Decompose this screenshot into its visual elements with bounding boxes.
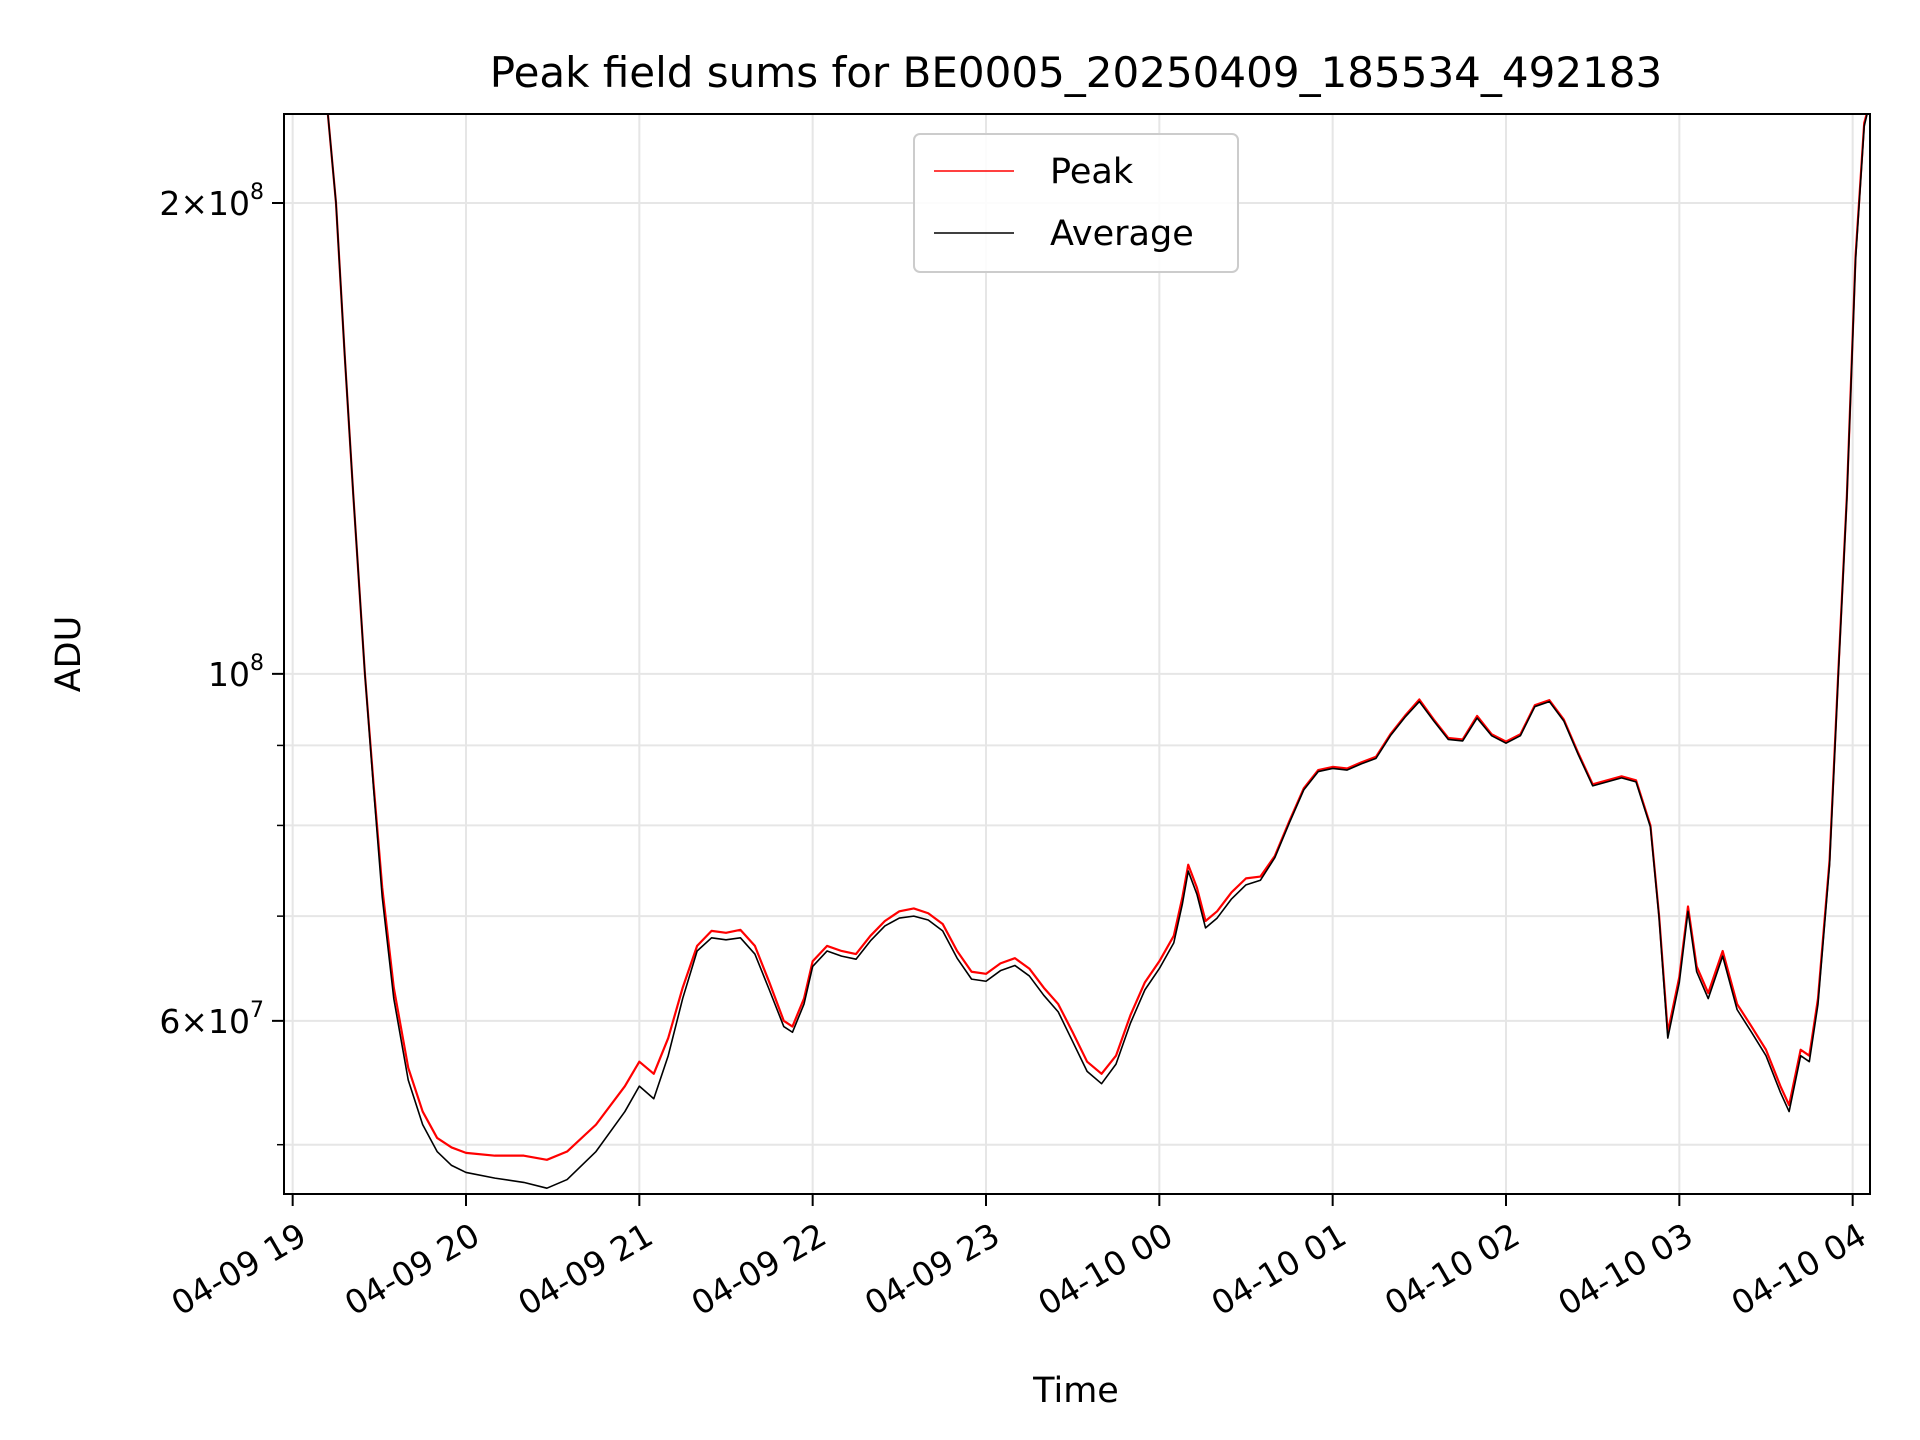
series-line-average — [327, 114, 1868, 1189]
legend-box — [913, 133, 1239, 273]
legend: Peak Average — [913, 133, 1239, 273]
grid — [284, 114, 1870, 1194]
series-layer — [326, 114, 1868, 1189]
series-line-peak — [326, 114, 1868, 1161]
y-tick-label: 2×108 — [159, 180, 264, 223]
x-axis-label: Time — [1032, 1371, 1119, 1411]
y-tick-label: 6×107 — [159, 998, 264, 1041]
legend-label-average: Average — [1050, 214, 1194, 254]
y-axis-label: ADU — [49, 616, 89, 693]
plot-frame — [283, 113, 1871, 1195]
chart-title: Peak field sums for BE0005_20250409_1855… — [490, 48, 1662, 97]
y-tick-label: 108 — [208, 651, 264, 694]
legend-label-peak: Peak — [1050, 152, 1134, 192]
